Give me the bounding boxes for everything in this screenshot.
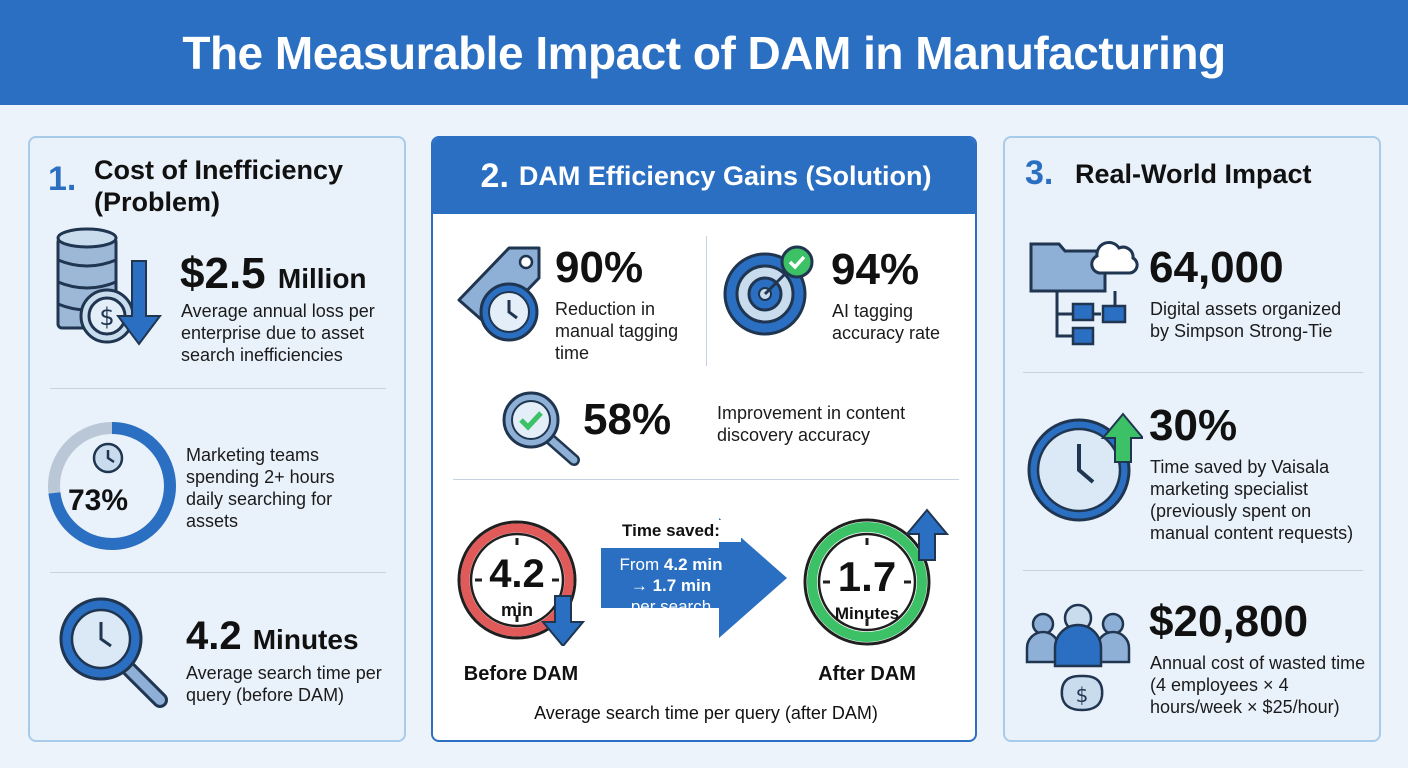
stopwatch-before-icon — [457, 520, 586, 646]
stat-value: 30% — [1149, 401, 1238, 450]
time-saved-detail: From 4.2 min → 1.7 min per search — [619, 555, 723, 616]
panel-number: 3. — [1025, 154, 1054, 192]
divider — [50, 388, 386, 389]
stat-value: 90% — [555, 243, 644, 292]
stat-description: Digital assets organized by Simpson Stro… — [1150, 299, 1342, 341]
header-banner: The Measurable Impact of DAM in Manufact… — [0, 0, 1408, 105]
database-dollar-down-icon: $ — [56, 227, 162, 346]
before-value: 4.2 — [489, 552, 545, 596]
panel-problem: 1. Cost of Inefficiency (Problem) $ $2.5 … — [28, 136, 406, 742]
stat-value: 64,000 — [1149, 243, 1284, 292]
stat-value: $2.5 Million — [180, 249, 367, 298]
stat-description: Improvement in content discovery accurac… — [717, 403, 906, 445]
stat-description: Marketing teams spending 2+ hours daily … — [186, 445, 335, 531]
stat-description: Time saved by Vaisala marketing speciali… — [1150, 457, 1354, 543]
page-title: The Measurable Impact of DAM in Manufact… — [182, 26, 1226, 79]
team-money-icon: $ — [1025, 603, 1131, 712]
panel-number: 1. — [48, 160, 77, 198]
divider — [50, 572, 386, 573]
divider — [1023, 570, 1363, 571]
stat-description: Annual cost of wasted time (4 employees … — [1150, 653, 1366, 717]
stat-description: Reduction in manual tagging time — [555, 299, 679, 363]
divider — [706, 236, 707, 366]
clock-donut-icon — [48, 422, 176, 550]
tag-clock-icon — [457, 246, 541, 342]
svg-text:$: $ — [1076, 683, 1089, 707]
time-saved-title: Time saved: — [601, 520, 741, 542]
target-check-icon — [723, 245, 814, 336]
stat-value: 58% — [583, 395, 672, 444]
magnifier-clock-icon — [59, 597, 168, 708]
comparison-caption: Average search time per query (after DAM… — [534, 703, 878, 723]
folder-cloud-tree-icon — [1029, 241, 1139, 346]
divider — [453, 479, 959, 480]
stat-description: Average annual loss per enterprise due t… — [181, 301, 375, 365]
panel-header: 2. DAM Efficiency Gains (Solution) — [433, 138, 975, 214]
panel-title: Cost of Inefficiency (Problem) — [94, 155, 344, 217]
stopwatch-after-icon — [803, 508, 950, 646]
stat-value: 4.2 Minutes — [186, 614, 359, 658]
before-label: Before DAM — [463, 663, 579, 685]
after-label: After DAM — [818, 663, 916, 685]
svg-text:$: $ — [99, 303, 114, 331]
stat-description: Average search time per query (before DA… — [186, 663, 382, 705]
stat-value: $20,800 — [1149, 597, 1309, 646]
after-value: 1.7 — [837, 553, 897, 600]
progress-arc — [48, 422, 176, 550]
arrow-right-icon — [601, 518, 787, 638]
stat-description: AI tagging accuracy rate — [832, 301, 941, 343]
stat-value: 94% — [831, 245, 920, 294]
magnifier-check-icon — [502, 391, 580, 466]
before-unit: min — [500, 600, 533, 620]
clock-arrow-up-icon — [1027, 412, 1143, 522]
stat-value: 73% — [68, 484, 129, 517]
after-unit: Minutes — [834, 604, 900, 623]
divider — [1023, 372, 1363, 373]
panel-title: Real-World Impact — [1075, 159, 1312, 189]
panel-solution: 2. DAM Efficiency Gains (Solution) 90% Re… — [431, 136, 977, 742]
panel-impact: 3. Real-World Impact 64,000 Digital asse… — [1003, 136, 1381, 742]
